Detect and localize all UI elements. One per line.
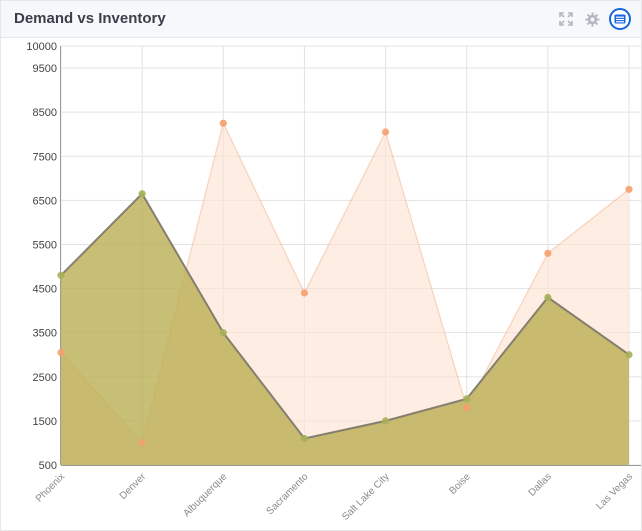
demand-inventory-chart: 10000 9500 8500 7500 6500 5500 4500 3500 2500 150… bbox=[26, 41, 641, 523]
series-1-point bbox=[544, 293, 552, 301]
series-1-point bbox=[138, 190, 146, 198]
x-tick-label: Denver bbox=[118, 471, 149, 502]
gear-icon[interactable] bbox=[583, 10, 601, 28]
widget-title: Demand vs Inventory bbox=[14, 10, 166, 27]
series-line-1 bbox=[60, 192, 630, 440]
series-0-point bbox=[219, 119, 227, 127]
series-1-point bbox=[463, 395, 471, 403]
y-tick-label: 7500 bbox=[33, 151, 57, 163]
y-tick-label: 5500 bbox=[33, 239, 57, 251]
series-0-point bbox=[544, 249, 552, 257]
y-tick-label: 1500 bbox=[33, 416, 57, 428]
x-tick-label: Las Vegas bbox=[594, 471, 635, 512]
x-tick-label: Albuquerque bbox=[182, 471, 230, 519]
y-tick-label: 2500 bbox=[33, 372, 57, 384]
widget-toolbar bbox=[557, 8, 631, 30]
x-tick-label: Phoenix bbox=[34, 471, 67, 504]
x-tick-label: Salt Lake City bbox=[340, 471, 391, 522]
series-0-point bbox=[57, 348, 65, 357]
series-0-point bbox=[300, 289, 309, 297]
y-tick-label: 500 bbox=[39, 460, 57, 472]
x-tick-label: Dallas bbox=[527, 471, 554, 498]
series-0-point bbox=[138, 439, 146, 447]
y-tick-label: 4500 bbox=[33, 284, 57, 296]
y-tick-label: 6500 bbox=[33, 195, 57, 207]
menu-icon[interactable] bbox=[609, 8, 631, 30]
widget-header: Demand vs Inventory bbox=[1, 1, 641, 38]
x-tick-label: Boise bbox=[447, 471, 473, 497]
expand-icon[interactable] bbox=[557, 10, 575, 28]
series-1-point bbox=[300, 434, 309, 443]
series-1-point bbox=[625, 351, 633, 359]
x-tick-label: Sacramento bbox=[265, 471, 311, 517]
series-area-1 bbox=[61, 193, 629, 465]
y-tick-label: 8500 bbox=[33, 107, 57, 119]
series-1-point bbox=[381, 417, 390, 425]
series-1-point bbox=[57, 271, 65, 279]
y-tick-label: 10000 bbox=[26, 41, 57, 53]
y-tick-label: 9500 bbox=[33, 63, 57, 75]
series-0-point bbox=[625, 185, 633, 193]
series-0-point bbox=[381, 128, 390, 136]
series-1-point bbox=[219, 329, 227, 337]
y-tick-label: 3500 bbox=[33, 328, 57, 340]
series-0-point bbox=[463, 404, 471, 412]
